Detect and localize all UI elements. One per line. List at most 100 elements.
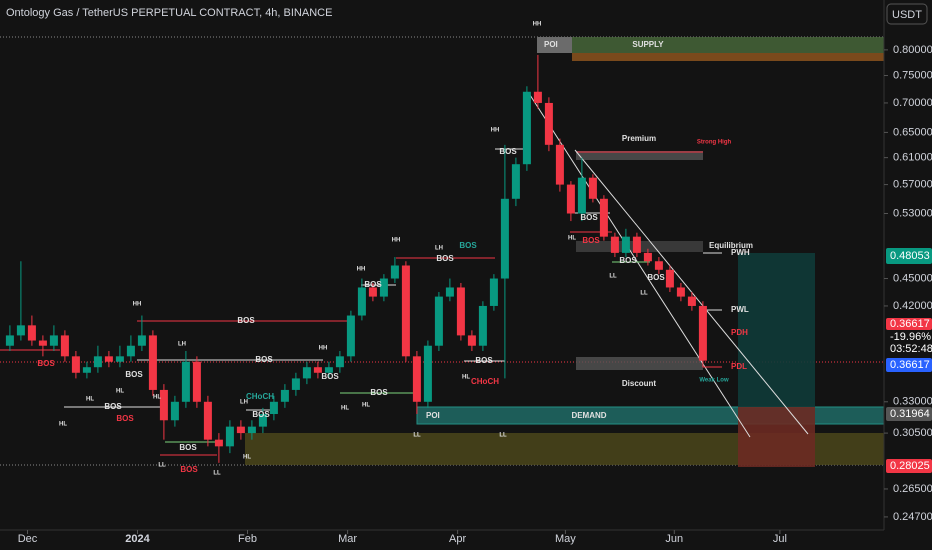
candle-body xyxy=(434,296,443,346)
x-tick-label: 2024 xyxy=(125,533,150,545)
annotation: HL xyxy=(59,422,67,428)
candle-body xyxy=(192,361,201,402)
annotation: CHoCH xyxy=(246,392,274,401)
poi-box xyxy=(537,37,572,53)
annotation: CHoCH xyxy=(471,377,499,386)
price-label: -19.96% xyxy=(890,331,931,343)
y-tick-label: 0.26500 xyxy=(893,483,932,495)
annotation: HH xyxy=(357,267,366,273)
candle-body xyxy=(577,177,586,214)
candle-body xyxy=(632,236,641,253)
annotation: PWL xyxy=(731,305,749,314)
candle-body xyxy=(335,356,344,368)
candle-body xyxy=(412,356,421,402)
annotation: BOS xyxy=(647,273,665,282)
candle-body xyxy=(368,287,377,297)
price-label-bg xyxy=(886,459,932,473)
x-tick-label: Mar xyxy=(338,533,357,545)
candle-body xyxy=(698,305,707,361)
channel-line xyxy=(529,94,751,438)
annotation: Weak Low xyxy=(699,378,729,384)
candle-body xyxy=(676,287,685,297)
price-label: 0.28025 xyxy=(890,460,930,472)
annotation: BOS xyxy=(116,414,134,423)
annotation: LH xyxy=(240,400,248,406)
price-label-bg xyxy=(886,407,932,421)
candle-body xyxy=(38,340,47,346)
annotation: LL xyxy=(158,463,166,469)
annotation: HH xyxy=(133,302,142,308)
x-tick-label: Jun xyxy=(665,533,683,545)
annotation: DEMAND xyxy=(571,411,606,420)
annotation: HL xyxy=(362,403,370,409)
currency-button[interactable] xyxy=(886,3,928,25)
annotation: BOS xyxy=(459,241,477,250)
price-label-bg xyxy=(886,248,932,264)
y-tick-label: 0.33000 xyxy=(893,396,932,408)
price-label: 0.48053 xyxy=(890,250,930,262)
candle-body xyxy=(533,91,542,103)
candle-body xyxy=(148,335,157,390)
annotation: LL xyxy=(609,274,617,280)
annotation: LH xyxy=(178,342,186,348)
annotation: LL xyxy=(499,433,507,439)
candle-body xyxy=(203,401,212,440)
candle-body xyxy=(313,367,322,373)
candle-body xyxy=(302,367,311,379)
annotation: BOS xyxy=(252,410,270,419)
candle-body xyxy=(423,345,432,402)
discount-box xyxy=(576,357,703,370)
annotation: Premium xyxy=(622,134,656,143)
price-label-bg xyxy=(886,358,932,372)
x-tick-label: Feb xyxy=(238,533,257,545)
candle-body xyxy=(16,325,25,336)
annotation: HL xyxy=(462,375,470,381)
annotation: BOS xyxy=(104,402,122,411)
annotation: BOS xyxy=(180,465,198,474)
candle-body xyxy=(566,184,575,214)
candle-body xyxy=(665,269,674,288)
annotation: HL xyxy=(153,395,161,401)
price-label: 0.36617 xyxy=(890,318,930,330)
candle-body xyxy=(555,144,564,185)
x-tick-label: Apr xyxy=(449,533,466,545)
annotation: LL xyxy=(640,291,648,297)
candle-body xyxy=(610,236,619,253)
candle-body xyxy=(214,439,223,447)
annotation: HL xyxy=(116,389,124,395)
currency-label: USDT xyxy=(892,9,922,21)
premium-box xyxy=(576,151,703,160)
candle-body xyxy=(115,356,124,362)
candle-body xyxy=(247,426,256,434)
y-tick-label: 0.61000 xyxy=(893,152,932,164)
candle-body xyxy=(324,367,333,373)
annotation: HL xyxy=(341,406,349,412)
annotation: BOS xyxy=(125,370,143,379)
candle-body xyxy=(643,252,652,262)
candle-body xyxy=(291,378,300,390)
candle-body xyxy=(357,287,366,316)
candle-body xyxy=(654,261,663,270)
candle-body xyxy=(280,389,289,402)
annotation: HH xyxy=(319,346,328,352)
annotation: HL xyxy=(243,455,251,461)
y-tick-label: 0.65000 xyxy=(893,126,932,138)
candle-body xyxy=(687,296,696,306)
supply-lower xyxy=(572,53,884,61)
annotation: HL xyxy=(86,397,94,403)
annotation: BOS xyxy=(37,359,55,368)
channel-line xyxy=(574,149,809,435)
annotation: BOS xyxy=(499,147,517,156)
y-tick-label: 0.45000 xyxy=(893,272,932,284)
candle-body xyxy=(500,198,509,279)
annotation: Strong High xyxy=(697,140,732,146)
y-tick-label: 0.42000 xyxy=(893,300,932,312)
price-label: 03:52:48 xyxy=(890,343,932,355)
candle-body xyxy=(401,265,410,357)
candle-body xyxy=(126,345,135,357)
stop-box xyxy=(738,407,815,467)
candle-body xyxy=(236,426,245,434)
candle-body xyxy=(159,389,168,421)
price-label: 0.31964 xyxy=(890,408,930,420)
